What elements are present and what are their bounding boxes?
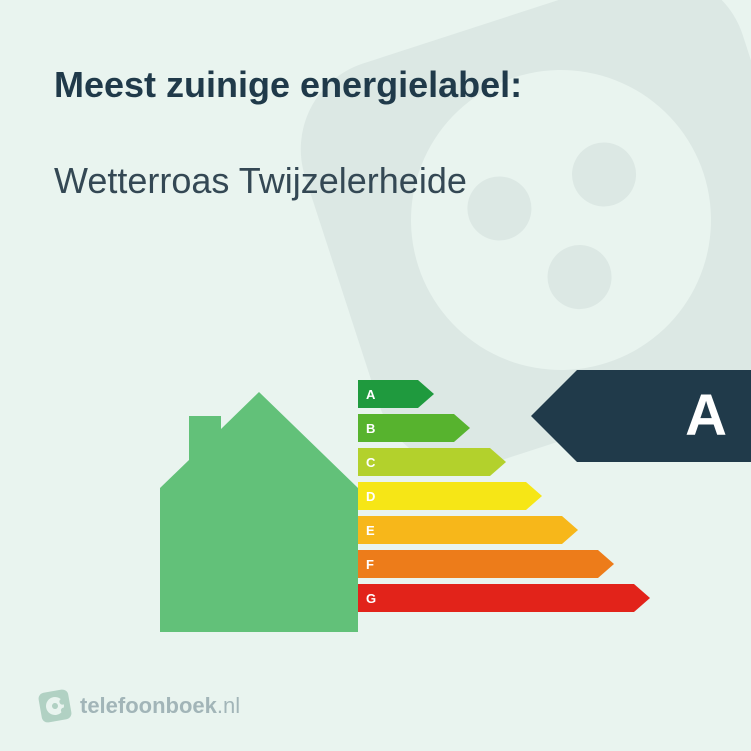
- location-name: Wetterroas Twijzelerheide: [54, 160, 697, 202]
- energy-bar-shape: [358, 550, 614, 578]
- energy-bar-letter: B: [366, 414, 375, 442]
- house-shape: [160, 392, 358, 632]
- selected-grade-letter: A: [685, 382, 727, 449]
- energy-bar-g: G: [358, 584, 650, 612]
- energy-bar-shape: [358, 584, 650, 612]
- footer: telefoonboek.nl: [40, 691, 240, 721]
- house-icon: [160, 392, 358, 632]
- footer-brand: telefoonboek.nl: [80, 693, 240, 719]
- energy-bar-f: F: [358, 550, 650, 578]
- title: Meest zuinige energielabel:: [54, 64, 697, 106]
- energy-bar-letter: E: [366, 516, 375, 544]
- energy-bar-shape: [358, 448, 506, 476]
- energy-bar-e: E: [358, 516, 650, 544]
- footer-brand-light: .nl: [217, 693, 240, 718]
- energy-bar-shape: [358, 482, 542, 510]
- selected-grade-badge: A: [531, 370, 751, 467]
- energy-bar-letter: G: [366, 584, 376, 612]
- energy-bar-shape: [358, 516, 578, 544]
- card: Meest zuinige energielabel: Wetterroas T…: [0, 0, 751, 751]
- footer-brand-bold: telefoonboek: [80, 693, 217, 718]
- energy-bar-letter: F: [366, 550, 374, 578]
- footer-logo-icon: [38, 689, 73, 724]
- energy-bar-letter: A: [366, 380, 375, 408]
- energy-bar-letter: D: [366, 482, 375, 510]
- energy-bar-d: D: [358, 482, 650, 510]
- energy-bar-letter: C: [366, 448, 375, 476]
